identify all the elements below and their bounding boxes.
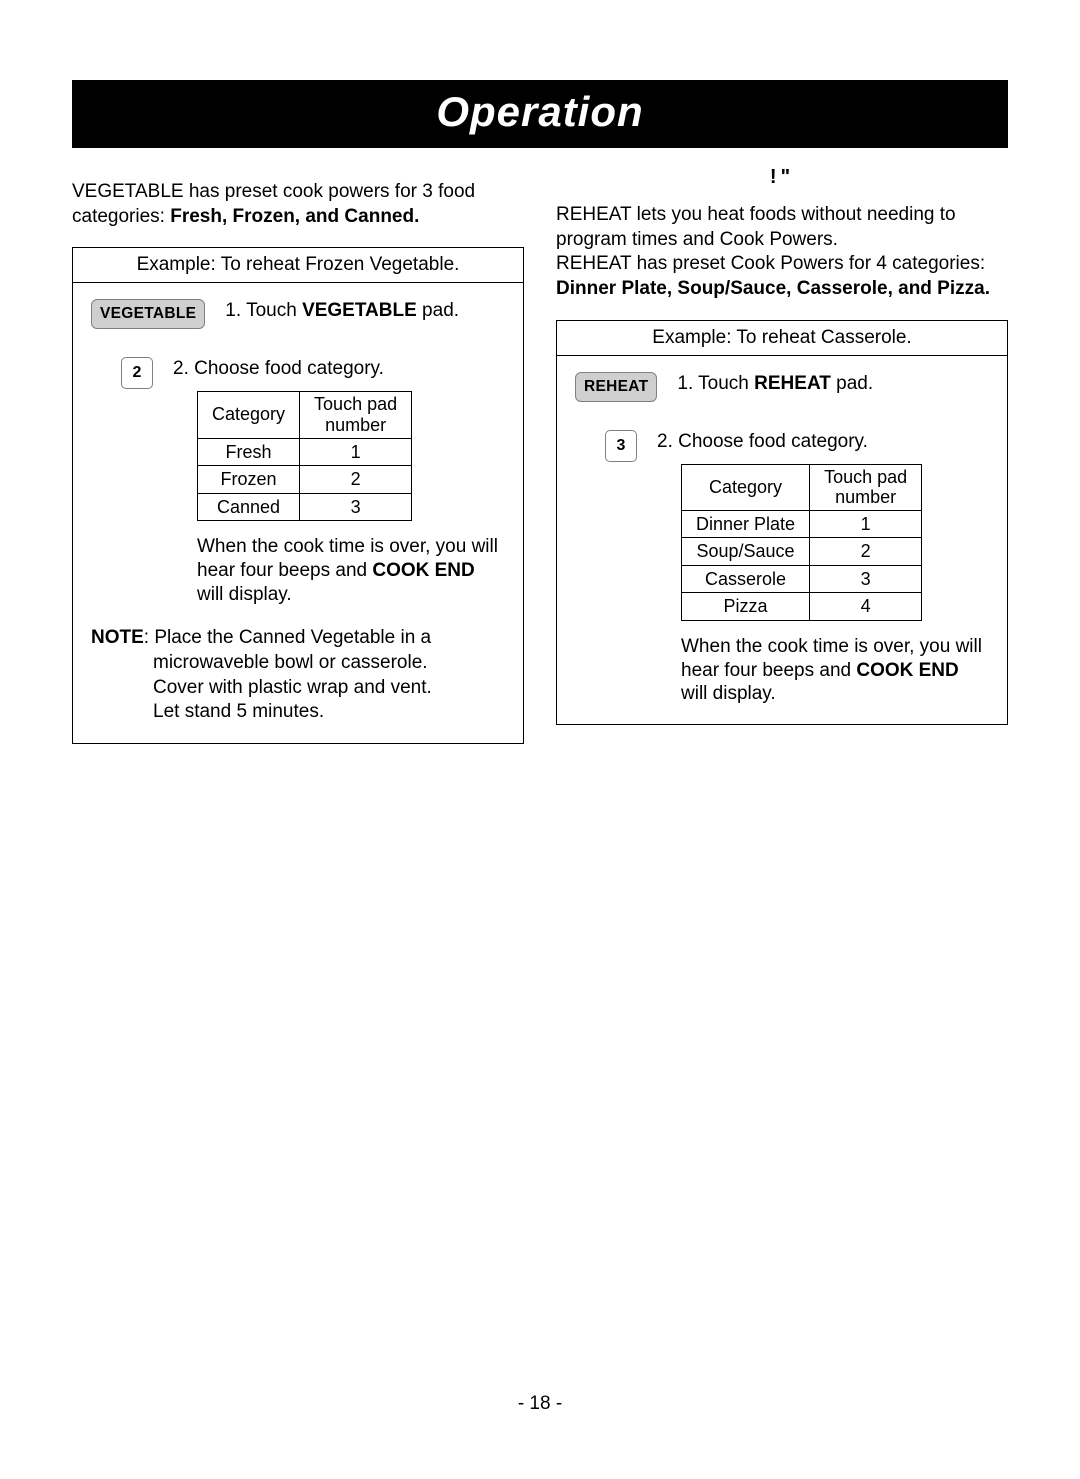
right-example-body: REHEAT 1. Touch REHEAT pad. 3 2. Choose … — [557, 356, 1007, 724]
cell-number: 4 — [810, 593, 922, 621]
right-example-box: Example: To reheat Casserole. REHEAT 1. … — [556, 320, 1008, 725]
left-example-title: Example: To reheat Frozen Vegetable. — [73, 248, 523, 283]
table-row: Dinner Plate1 — [682, 510, 922, 538]
left-step2-body: 2. Choose food category. Category Touch … — [173, 357, 505, 606]
right-step2: 3 2. Choose food category. Category Touc… — [575, 430, 989, 706]
right-step1: REHEAT 1. Touch REHEAT pad. — [575, 372, 989, 402]
table-row: Fresh1 — [198, 438, 412, 466]
left-column: VEGETABLE has preset cook powers for 3 f… — [72, 166, 524, 744]
left-step1-text: 1. Touch VEGETABLE pad. — [225, 299, 505, 323]
cell-number: 1 — [810, 510, 922, 538]
right-example-title: Example: To reheat Casserole. — [557, 321, 1007, 356]
cell-number: 2 — [810, 538, 922, 566]
left-after-post: will display. — [197, 584, 292, 605]
vegetable-pad: VEGETABLE — [91, 299, 205, 329]
right-step1-pre: 1. Touch — [677, 373, 754, 394]
cell-category: Canned — [198, 493, 300, 521]
two-columns: VEGETABLE has preset cook powers for 3 f… — [72, 166, 1008, 744]
cell-category: Soup/Sauce — [682, 538, 810, 566]
left-intro-bold: Fresh, Frozen, and Canned. — [170, 206, 419, 227]
right-step2-text: 2. Choose food category. — [657, 431, 868, 452]
table-row: Soup/Sauce2 — [682, 538, 922, 566]
table-row: Casserole3 — [682, 565, 922, 593]
left-after-text: When the cook time is over, you will hea… — [197, 535, 505, 606]
left-th-category: Category — [198, 392, 300, 438]
right-th-line1: Touch pad — [824, 467, 907, 487]
left-step2: 2 2. Choose food category. Category Touc… — [91, 357, 505, 606]
right-column: !" REHEAT lets you heat foods without ne… — [556, 166, 1008, 744]
numpad-2: 2 — [121, 357, 153, 389]
right-intro-bold: Dinner Plate, Soup/Sauce, Casserole, and… — [556, 278, 990, 299]
right-step1-text: 1. Touch REHEAT pad. — [677, 372, 989, 396]
right-th-touchpad: Touch padnumber — [810, 464, 922, 510]
page: Operation VEGETABLE has preset cook powe… — [0, 0, 1080, 1479]
cell-category: Fresh — [198, 438, 300, 466]
right-after-text: When the cook time is over, you will hea… — [681, 635, 989, 706]
left-th-touchpad: Touch padnumber — [300, 392, 412, 438]
left-th-line1: Touch pad — [314, 394, 397, 414]
note-line3: Cover with plastic wrap and vent. — [91, 676, 505, 701]
left-step1: VEGETABLE 1. Touch VEGETABLE pad. — [91, 299, 505, 329]
right-th-category: Category — [682, 464, 810, 510]
left-note: NOTE: Place the Canned Vegetable in a mi… — [91, 626, 505, 725]
table-header-row: Category Touch padnumber — [198, 392, 412, 438]
left-step1-post: pad. — [417, 300, 459, 321]
cell-category: Dinner Plate — [682, 510, 810, 538]
left-after-bold: COOK END — [372, 560, 474, 581]
left-example-box: Example: To reheat Frozen Vegetable. VEG… — [72, 247, 524, 744]
table-header-row: Category Touch padnumber — [682, 464, 922, 510]
right-intro-mid: REHEAT has preset Cook Powers for 4 cate… — [556, 253, 985, 274]
right-step1-post: pad. — [831, 373, 873, 394]
left-intro: VEGETABLE has preset cook powers for 3 f… — [72, 180, 524, 229]
cell-number: 1 — [300, 438, 412, 466]
left-category-table: Category Touch padnumber Fresh1 Frozen2 … — [197, 391, 412, 521]
left-th-line2: number — [325, 415, 386, 435]
banner-title: Operation — [72, 80, 1008, 148]
cell-number: 3 — [300, 493, 412, 521]
cell-number: 3 — [810, 565, 922, 593]
numpad-3: 3 — [605, 430, 637, 462]
right-intro: REHEAT lets you heat foods without needi… — [556, 203, 1008, 302]
table-row: Pizza4 — [682, 593, 922, 621]
cell-category: Casserole — [682, 565, 810, 593]
right-step2-body: 2. Choose food category. Category Touch … — [657, 430, 989, 706]
cell-category: Frozen — [198, 466, 300, 494]
left-step1-pre: 1. Touch — [225, 300, 302, 321]
left-step1-bold: VEGETABLE — [302, 300, 417, 321]
reheat-pad: REHEAT — [575, 372, 657, 402]
right-category-table: Category Touch padnumber Dinner Plate1 S… — [681, 464, 922, 621]
right-subhead: !" — [556, 166, 1008, 189]
right-intro-pre: REHEAT lets you heat foods without needi… — [556, 204, 956, 250]
cell-number: 2 — [300, 466, 412, 494]
right-after-post: will display. — [681, 683, 776, 704]
cell-category: Pizza — [682, 593, 810, 621]
note-label: NOTE — [91, 627, 144, 648]
left-example-body: VEGETABLE 1. Touch VEGETABLE pad. 2 2. C… — [73, 283, 523, 743]
right-step1-bold: REHEAT — [754, 373, 831, 394]
note-line1: : Place the Canned Vegetable in a — [144, 627, 431, 648]
right-th-line2: number — [835, 487, 896, 507]
note-line2: microwaveble bowl or casserole. — [91, 651, 505, 676]
note-line4: Let stand 5 minutes. — [91, 700, 505, 725]
page-number: - 18 - — [0, 1393, 1080, 1415]
table-row: Frozen2 — [198, 466, 412, 494]
table-row: Canned3 — [198, 493, 412, 521]
left-step2-text: 2. Choose food category. — [173, 358, 384, 379]
right-after-bold: COOK END — [856, 660, 958, 681]
